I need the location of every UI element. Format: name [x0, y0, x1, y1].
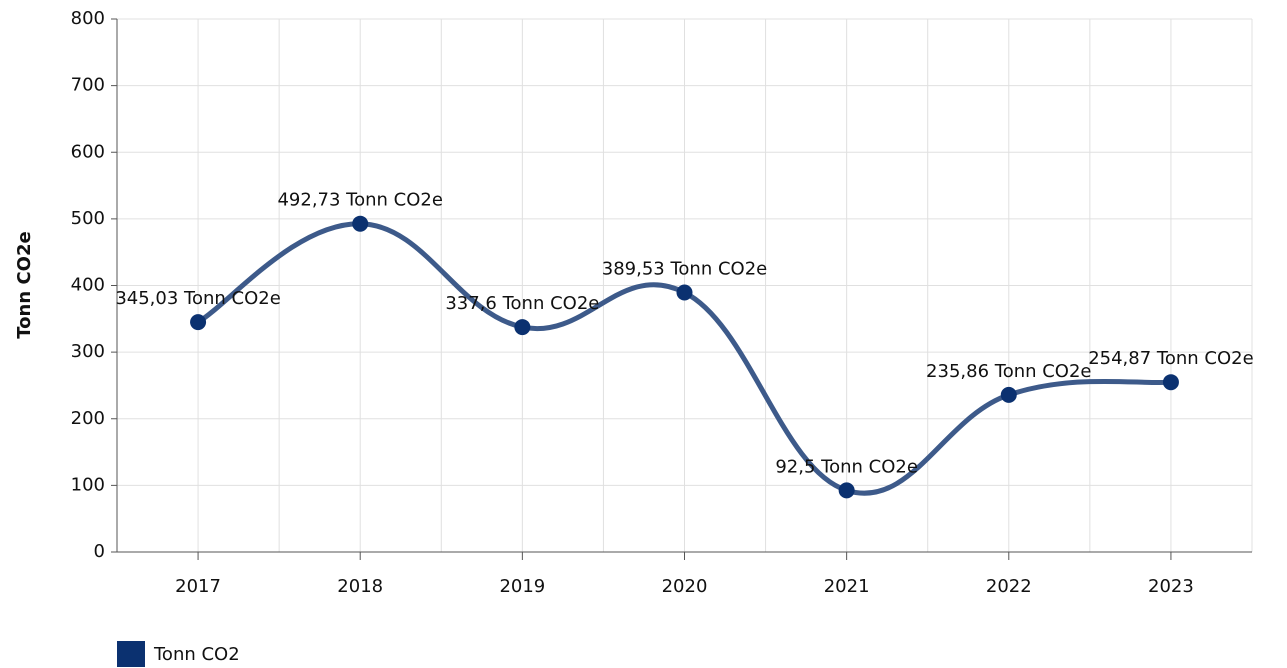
y-tick-label: 300: [71, 341, 105, 362]
y-tick-label: 200: [71, 408, 105, 429]
data-label: 254,87 Tonn CO2e: [1088, 348, 1253, 369]
x-tick-label: 2019: [499, 576, 545, 597]
legend-label: Tonn CO2: [153, 644, 240, 665]
y-axis-label: Tonn CO2e: [14, 231, 35, 338]
data-point: [190, 314, 207, 331]
data-point: [676, 284, 693, 301]
x-tick-label: 2018: [337, 576, 383, 597]
x-tick-label: 2017: [175, 576, 221, 597]
x-tick-label: 2022: [986, 576, 1032, 597]
legend-swatch: [117, 641, 145, 667]
data-label: 389,53 Tonn CO2e: [602, 258, 767, 279]
data-label: 345,03 Tonn CO2e: [115, 288, 280, 309]
y-tick-label: 500: [71, 208, 105, 229]
data-label: 92,5 Tonn CO2e: [775, 456, 918, 477]
x-tick-label: 2023: [1148, 576, 1194, 597]
data-label: 337,6 Tonn CO2e: [445, 293, 599, 314]
data-point: [1000, 386, 1017, 403]
y-tick-label: 100: [71, 474, 105, 495]
y-tick-label: 800: [71, 8, 105, 29]
data-point: [514, 319, 531, 336]
data-label: 235,86 Tonn CO2e: [926, 361, 1091, 382]
y-tick-label: 0: [94, 541, 105, 562]
x-tick-label: 2021: [824, 576, 870, 597]
data-label: 492,73 Tonn CO2e: [277, 190, 442, 211]
y-tick-label: 600: [71, 141, 105, 162]
data-point: [1162, 374, 1179, 391]
x-tick-label: 2020: [662, 576, 708, 597]
y-tick-label: 700: [71, 75, 105, 96]
data-point: [352, 215, 369, 232]
data-point: [838, 482, 855, 499]
y-tick-label: 400: [71, 275, 105, 296]
